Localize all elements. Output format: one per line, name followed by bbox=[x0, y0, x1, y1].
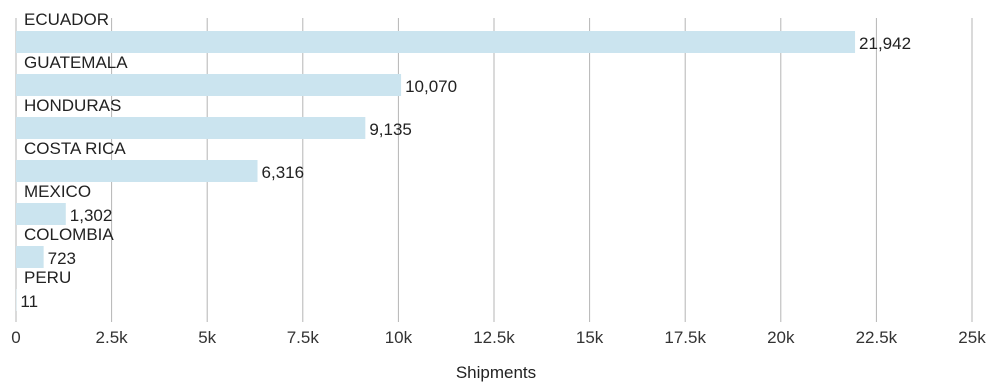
x-tick-label: 15k bbox=[576, 328, 604, 347]
category-label: GUATEMALA bbox=[24, 53, 128, 72]
x-tick-label: 0 bbox=[11, 328, 20, 347]
value-label: 723 bbox=[48, 249, 76, 268]
category-label: COLOMBIA bbox=[24, 225, 114, 244]
bars: ECUADOR 21,942 GUATEMALA 10,070 HONDURAS 9,13… bbox=[16, 10, 911, 311]
x-tick-label: 2.5k bbox=[96, 328, 129, 347]
x-tick-label: 17.5k bbox=[664, 328, 706, 347]
value-label: 1,302 bbox=[70, 206, 113, 225]
value-label: 21,942 bbox=[859, 34, 911, 53]
bar bbox=[16, 31, 856, 53]
x-tick-label: 12.5k bbox=[473, 328, 515, 347]
value-label: 11 bbox=[20, 292, 38, 311]
bar bbox=[16, 74, 402, 96]
value-label: 10,070 bbox=[405, 77, 457, 96]
x-tick-label: 5k bbox=[198, 328, 216, 347]
x-axis-title: Shipments bbox=[456, 363, 536, 382]
category-label: ECUADOR bbox=[24, 10, 109, 29]
bar bbox=[16, 160, 258, 182]
x-tick-label: 25k bbox=[958, 328, 986, 347]
category-label: COSTA RICA bbox=[24, 139, 126, 158]
gridlines bbox=[15, 18, 973, 322]
bar bbox=[16, 246, 44, 268]
bar bbox=[16, 117, 366, 139]
x-tick-label: 20k bbox=[767, 328, 795, 347]
category-label: PERU bbox=[24, 268, 71, 287]
category-label: MEXICO bbox=[24, 182, 91, 201]
x-axis-ticks: 0 2.5k 5k 7.5k 10k 12.5k 15k 17.5k 20k 22.5k 25k bbox=[11, 328, 986, 347]
x-tick-label: 22.5k bbox=[856, 328, 898, 347]
x-tick-label: 10k bbox=[385, 328, 413, 347]
value-label: 9,135 bbox=[369, 120, 412, 139]
category-label: HONDURAS bbox=[24, 96, 121, 115]
value-label: 6,316 bbox=[262, 163, 305, 182]
x-tick-label: 7.5k bbox=[287, 328, 320, 347]
bar bbox=[16, 203, 66, 225]
